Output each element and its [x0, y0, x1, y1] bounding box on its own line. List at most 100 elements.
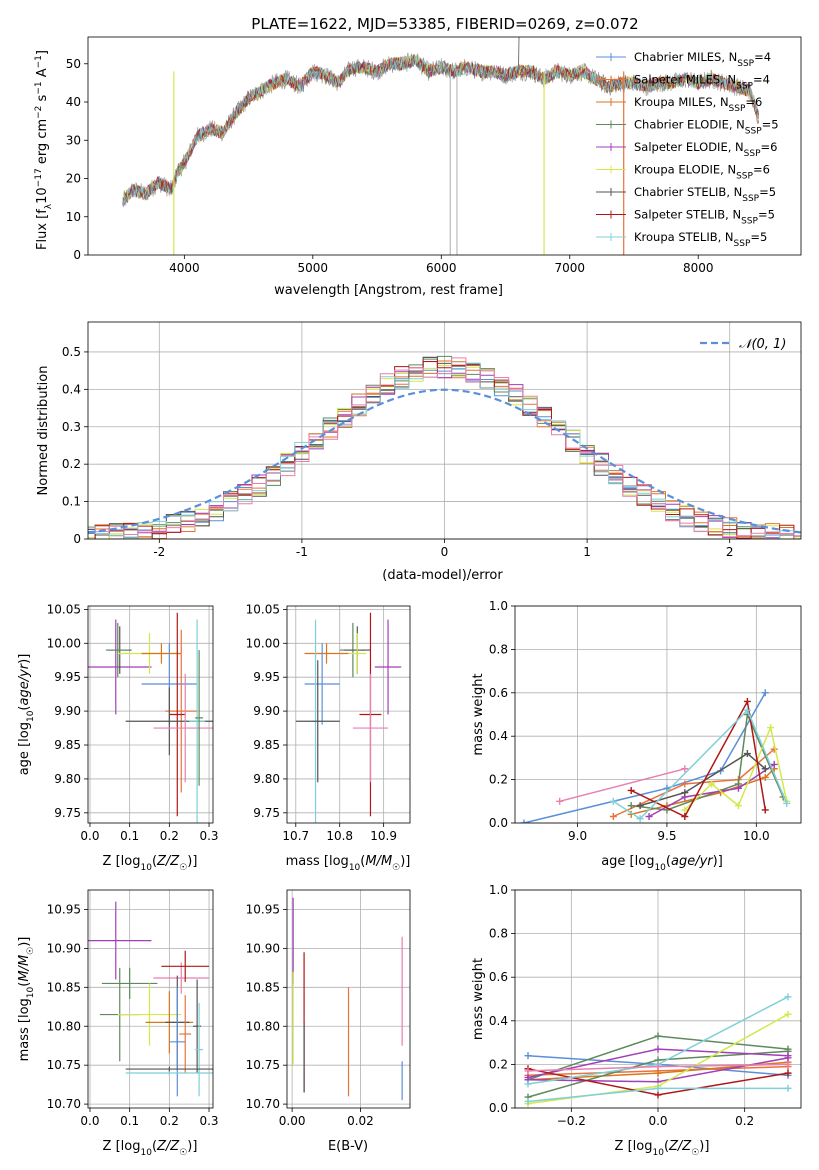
- age_vs_Z-x-axis-label: Z [log10(Z/Z☉)]: [103, 854, 198, 873]
- y-tick-label: 1.0: [489, 599, 508, 613]
- age_vs_Z-axes: 0.0 0.1 0.2 0.3 9.75 9.80 9.85 9.90 9.95 10.00 10.…: [47, 602, 219, 843]
- errorbar-point: [189, 619, 206, 823]
- weight-point-marker: [784, 1010, 792, 1018]
- weight-point-marker: [761, 773, 769, 781]
- y-tick-label: 10.00: [47, 636, 81, 650]
- x-tick-label: 7000: [554, 261, 585, 275]
- plot-frame: [286, 889, 411, 1109]
- age_vs_mass-axes: 10.7 10.8 10.9 9.75 9.80 9.85 9.90 9.95 10.00 10.…: [246, 602, 410, 843]
- y-tick-label: 10.90: [47, 941, 81, 955]
- weight-point-marker: [783, 799, 791, 807]
- weight-point-marker: [743, 697, 751, 705]
- y-tick-label: 0.3: [62, 420, 81, 434]
- weight-point-marker: [743, 750, 751, 758]
- weight-point-marker: [645, 812, 653, 820]
- errorbar-point: [153, 962, 210, 994]
- legend-label: Chabrier ELODIE, NSSP=5: [634, 118, 779, 137]
- weight-point-marker: [654, 1063, 662, 1071]
- y-tick-label: 0.0: [489, 816, 508, 830]
- x-tick-label: 0.1: [120, 1114, 139, 1128]
- histogram-series: [88, 356, 801, 539]
- errorbar-point: [125, 1066, 213, 1072]
- normal-distribution-curve: [88, 388, 801, 534]
- y-tick-label: 0: [73, 248, 81, 262]
- histogram-series: [88, 357, 801, 539]
- y-tick-label: 0.2: [489, 773, 508, 787]
- weight-point-marker: [681, 789, 689, 797]
- y-tick-label: 9.90: [54, 704, 81, 718]
- y-tick-label: 9.75: [253, 806, 280, 820]
- weight-point-marker: [784, 1069, 792, 1077]
- emission-spike: [517, 37, 520, 72]
- mass_vs_Z-y-axis-label: mass [log10(M/M☉)]: [17, 937, 36, 1062]
- y-tick-label: 9.85: [253, 738, 280, 752]
- plot-frame: [286, 605, 411, 824]
- weight-point-marker: [627, 786, 635, 794]
- errorbar-point: [169, 987, 186, 1097]
- spectrum-y-axis-label: Flux [fλ10−17 erg cm−2 s−1 A−1]: [34, 50, 54, 250]
- legend-label: Kroupa STELIB, NSSP=5: [634, 230, 767, 249]
- weight-series-line: [612, 708, 788, 820]
- weight-point-marker: [767, 724, 775, 732]
- weight-point-marker: [654, 1091, 662, 1099]
- y-tick-label: 9.95: [54, 670, 81, 684]
- y-tick-label: 10.95: [47, 902, 81, 916]
- weight-point-marker: [734, 784, 742, 792]
- errorbar-point: [304, 643, 349, 664]
- x-tick-label: 0.3: [199, 829, 218, 843]
- y-tick-label: 0.4: [489, 1014, 508, 1028]
- y-tick-label: 0.2: [62, 457, 81, 471]
- weight_vs_Z-lines: [524, 993, 792, 1108]
- y-tick-label: 40: [66, 95, 81, 109]
- y-tick-label: 9.80: [54, 772, 81, 786]
- weight-series-line: [639, 752, 766, 807]
- legend-label: 𝒩(0, 1): [739, 337, 786, 352]
- y-tick-label: 10.85: [246, 980, 280, 994]
- y-tick-label: 9.75: [54, 806, 81, 820]
- histogram-series: [88, 365, 801, 539]
- histogram-steps: [88, 355, 801, 539]
- plot-frame: [87, 889, 214, 1109]
- x-tick-label: 0.00: [279, 1114, 306, 1128]
- errorbar-point: [88, 901, 152, 980]
- errorbar-point: [348, 633, 367, 674]
- x-tick-label: 9.5: [657, 829, 676, 843]
- weight-point-marker: [681, 812, 689, 820]
- errorbar-point: [195, 650, 204, 786]
- weight_vs_age-x-axis-label: age [log10(age/yr)]: [601, 854, 723, 873]
- weight-point-marker: [609, 812, 617, 820]
- errorbar-point: [101, 967, 158, 999]
- age_vs_mass-x-axis-label: mass [log10(M/M☉)]: [286, 854, 411, 873]
- plot-frame: [514, 889, 802, 1109]
- x-tick-label: 5000: [298, 261, 329, 275]
- weight-point-marker: [654, 1084, 662, 1092]
- y-tick-label: 10.00: [246, 636, 280, 650]
- legend-label: Salpeter ELODIE, NSSP=6: [634, 140, 777, 159]
- weight_vs_age-axes: 9.0 9.5 10.0 0.0 0.2 0.4 0.6 0.8 1.0: [489, 599, 801, 843]
- y-tick-label: 9.85: [54, 738, 81, 752]
- errorbar-point: [195, 1002, 204, 1097]
- weight-series-line: [631, 711, 784, 811]
- weight-series-line: [630, 699, 767, 818]
- errorbar-point: [153, 673, 213, 783]
- plot-frame: [514, 605, 802, 824]
- x-tick-label: 0.2: [160, 1114, 179, 1128]
- x-tick-label: 2: [726, 545, 734, 559]
- errorbar-point: [295, 660, 340, 783]
- x-tick-label: −0.2: [557, 1114, 586, 1128]
- y-tick-label: 30: [66, 133, 81, 147]
- errorbar-point: [88, 619, 152, 715]
- y-tick-label: 10.75: [47, 1058, 81, 1072]
- residuals-x-axis-label: (data-model)/error: [382, 568, 503, 583]
- x-tick-label: 10.9: [370, 829, 397, 843]
- mass_vs_Z-x-axis-label: Z [log10(Z/Z☉)]: [103, 1139, 198, 1158]
- legend-label: Chabrier STELIB, NSSP=5: [634, 185, 776, 204]
- y-tick-label: 0.5: [62, 345, 81, 359]
- x-tick-label: 9.0: [568, 829, 587, 843]
- y-tick-label: 10.90: [246, 941, 280, 955]
- x-tick-label: -2: [153, 545, 165, 559]
- y-tick-label: 9.95: [253, 670, 280, 684]
- x-tick-label: 6000: [426, 261, 457, 275]
- x-tick-label: 0.2: [735, 1114, 754, 1128]
